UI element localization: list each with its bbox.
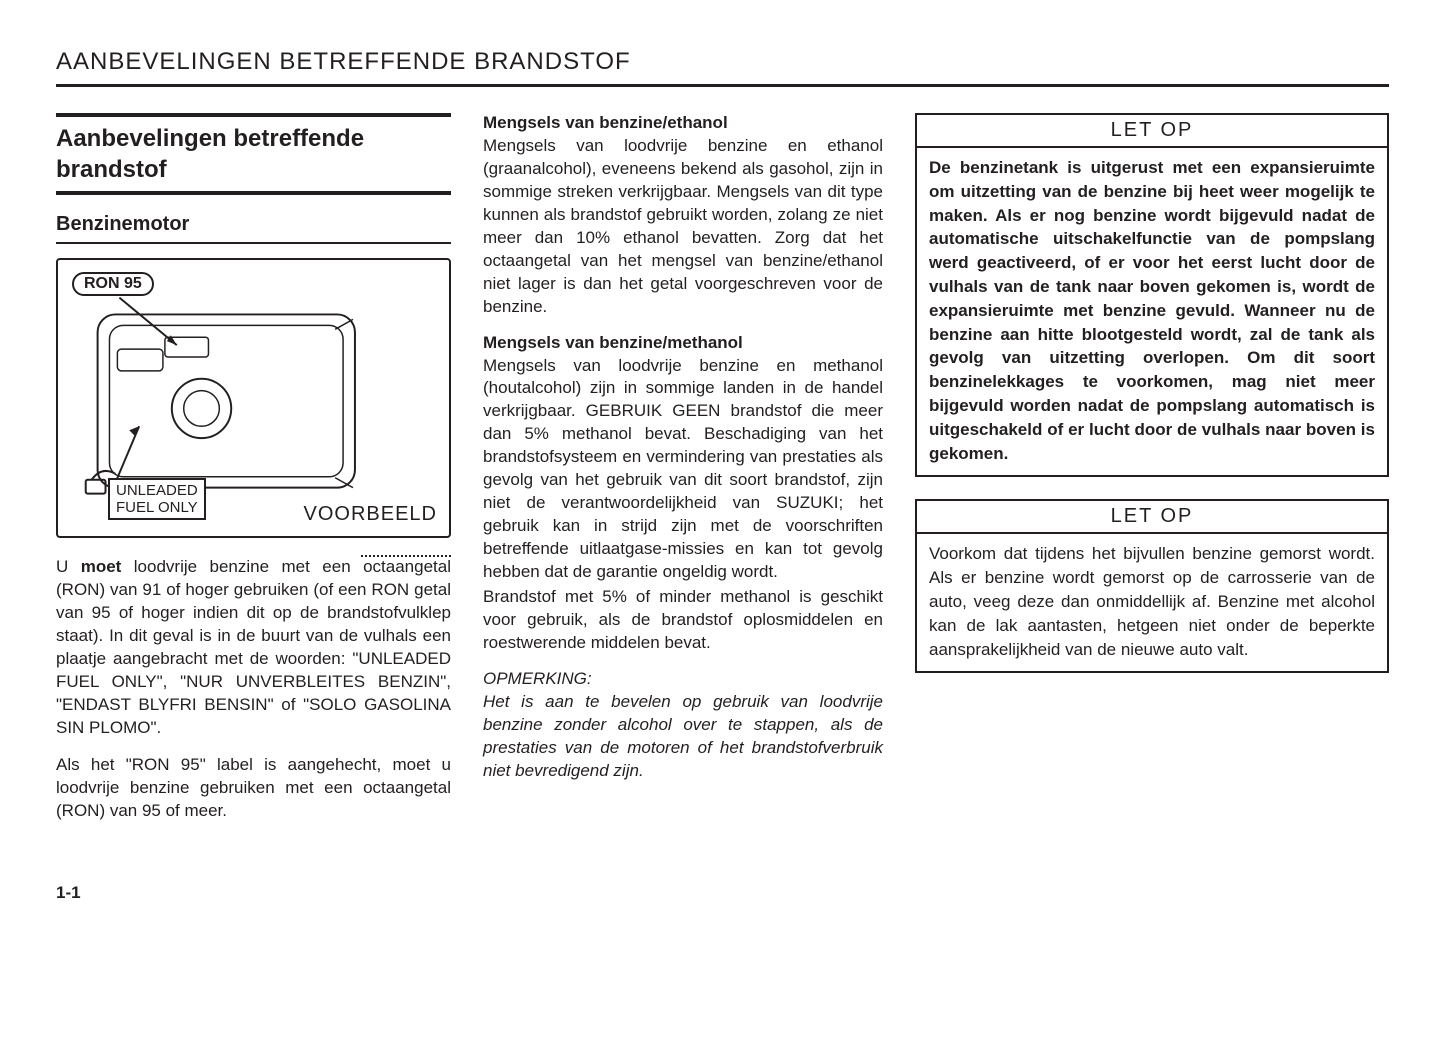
rule bbox=[56, 242, 451, 244]
text: loodvrije benzine met een octaangetal (R… bbox=[56, 557, 451, 737]
fuel-cap-diagram: RON 95 UNLEADED FUEL ONLY VOORBEELD bbox=[56, 258, 451, 538]
fuel-label-line2: FUEL ONLY bbox=[116, 499, 198, 516]
paragraph: U moet loodvrije benzine met een octaang… bbox=[56, 556, 451, 740]
column-1: Aanbevelingen betreffende brandstof Benz… bbox=[56, 113, 451, 903]
notice-title: LET OP bbox=[917, 115, 1387, 148]
columns: Aanbevelingen betreffende brandstof Benz… bbox=[56, 113, 1389, 903]
page-header: AANBEVELINGEN BETREFFENDE BRANDSTOF bbox=[56, 48, 1389, 82]
heading: Mengsels van benzine/ethanol bbox=[483, 113, 883, 133]
notice-box-2: LET OP Voorkom dat tijdens het bijvullen… bbox=[915, 499, 1389, 673]
paragraph: Als het "RON 95" label is aangehecht, mo… bbox=[56, 754, 451, 823]
note-body: Het is aan te bevelen op gebruik van loo… bbox=[483, 691, 883, 783]
heading: Mengsels van benzine/methanol bbox=[483, 333, 883, 353]
unleaded-fuel-label: UNLEADED FUEL ONLY bbox=[108, 478, 206, 521]
section-title: Aanbevelingen betreffende brandstof bbox=[56, 123, 451, 185]
bold-text: moet bbox=[81, 557, 122, 576]
note-title: OPMERKING: bbox=[483, 669, 883, 689]
header-rule bbox=[56, 84, 1389, 87]
example-label: VOORBEELD bbox=[304, 503, 437, 526]
page-number: 1-1 bbox=[56, 883, 451, 903]
column-3: LET OP De benzinetank is uitgerust met e… bbox=[915, 113, 1389, 903]
rule bbox=[56, 191, 451, 195]
text: U bbox=[56, 557, 81, 576]
notice-body: Voorkom dat tijdens het bijvullen benzin… bbox=[917, 534, 1387, 671]
paragraph: Brandstof met 5% of minder methanol is g… bbox=[483, 586, 883, 655]
paragraph: Mengsels van loodvrije benzine en ethano… bbox=[483, 135, 883, 319]
paragraph: Mengsels van loodvrije benzine en methan… bbox=[483, 355, 883, 584]
column-2: Mengsels van benzine/ethanol Mengsels va… bbox=[483, 113, 883, 903]
subsection-title: Benzinemotor bbox=[56, 213, 451, 236]
notice-title: LET OP bbox=[917, 501, 1387, 534]
dotted-rule bbox=[361, 555, 451, 557]
fuel-label-line1: UNLEADED bbox=[116, 482, 198, 499]
notice-box-1: LET OP De benzinetank is uitgerust met e… bbox=[915, 113, 1389, 477]
ron-95-label: RON 95 bbox=[72, 272, 154, 296]
rule bbox=[56, 113, 451, 117]
notice-body: De benzinetank is uitgerust met een expa… bbox=[917, 148, 1387, 475]
